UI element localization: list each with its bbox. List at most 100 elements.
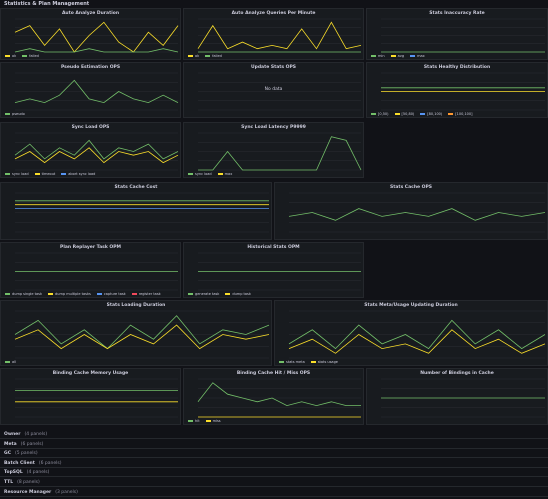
row-count: (8 panels) [17, 480, 40, 485]
legend-swatch [390, 55, 396, 57]
legend-label: sync load [195, 172, 212, 176]
legend-item: hit [188, 419, 200, 423]
legend: sync load max [188, 172, 232, 176]
panel-title: Sync Load OPS [71, 125, 110, 130]
legend-label: stats usage [317, 360, 338, 364]
panel: Pseudo Estimation OPS pseudo [0, 62, 181, 118]
legend-swatch [371, 55, 376, 57]
legend-swatch [205, 55, 211, 57]
legend-swatch [205, 420, 211, 422]
legend-item: dump single task [5, 292, 42, 296]
row-count: (5 panels) [15, 451, 38, 457]
panel-title: Stats Cache OPS [389, 185, 433, 190]
panel: Stats Cache Cost [0, 182, 272, 240]
legend-swatch [225, 293, 231, 295]
legend-item: all [5, 360, 16, 364]
legend-swatch [188, 293, 193, 295]
row-count: (6 panels) [38, 460, 62, 466]
legend-swatch [61, 173, 67, 175]
collapsed-row[interactable]: Owner (4 panels) [0, 430, 548, 439]
collapsed-row[interactable]: TTL (8 panels) [0, 478, 548, 487]
plot [198, 252, 361, 291]
collapsed-row[interactable]: Meta (6 panels) [0, 440, 548, 449]
panel: Number of Bindings in Cache [366, 368, 548, 425]
panel-title: Auto Analyze Queries Per Minute [231, 11, 316, 16]
legend-swatch [131, 293, 137, 295]
panel: Binding Cache Hit / Miss OPS hit miss [183, 368, 364, 425]
legend-item: [0,50) [371, 112, 389, 116]
legend-label: ok [12, 54, 17, 58]
legend-item: miss [205, 419, 221, 423]
legend-label: timeout [41, 172, 56, 176]
section-title[interactable]: Statistics & Plan Management [4, 1, 90, 7]
panel-title: Number of Bindings in Cache [420, 371, 494, 376]
panel: Stats Cache OPS [274, 182, 548, 240]
legend-swatch [22, 55, 28, 57]
row-count: (6 panels) [20, 441, 44, 447]
panel: Sync Load OPS sync load timeout abort sync … [0, 122, 181, 178]
legend-label: register task [138, 292, 161, 296]
legend-item: capture task [96, 292, 126, 296]
legend-item: dump multiple tasks [48, 292, 91, 296]
legend-item: stats usage [310, 360, 338, 364]
legend-item: [100,100] [448, 112, 473, 116]
legend-item: [80,100) [420, 112, 442, 116]
row-count: (3 panels) [55, 489, 78, 495]
legend-label: [0,50) [378, 112, 389, 116]
series-line [14, 147, 179, 164]
legend-swatch [188, 420, 193, 422]
legend-item: pseudo [5, 112, 25, 116]
collapsed-row[interactable]: Resource Manager (3 panels) [0, 488, 548, 497]
legend-label: abort sync load [68, 172, 96, 176]
legend-item: ok [5, 54, 16, 58]
collapsed-row[interactable]: Batch Client (6 panels) [0, 459, 548, 468]
legend-item: abort sync load [61, 172, 95, 176]
row-title: Owner [4, 432, 21, 437]
legend: sync load timeout abort sync load [5, 172, 95, 176]
legend-item: ok [188, 54, 199, 58]
legend: ok failed [5, 54, 39, 58]
panel-title: Stats Loading Duration [106, 303, 166, 308]
row-count: (4 panels) [26, 470, 50, 476]
plot [288, 192, 546, 233]
plot [381, 378, 545, 418]
plot [14, 310, 270, 359]
legend-label: min [378, 54, 385, 58]
series-line [198, 136, 362, 171]
legend-swatch [5, 113, 10, 115]
legend: [0,50) [50,80) [80,100) [100,100] [371, 112, 473, 116]
row-title: Resource Manager [4, 489, 52, 495]
legend-label: dump multiple tasks [55, 292, 91, 296]
series-line [288, 329, 546, 354]
plot [198, 72, 361, 111]
legend: dump single task dump multiple tasks captu… [5, 292, 161, 296]
panel-title: Stats Inaccuracy Rate [429, 11, 485, 16]
legend-swatch [96, 293, 102, 295]
panel-title: Stats Healthy Distribution [423, 65, 491, 70]
row-title: TTL [4, 480, 14, 485]
legend-item: [50,80) [394, 112, 414, 116]
legend-item: max [410, 54, 425, 58]
legend-item: max [217, 172, 232, 176]
panel: Sync Load Latency P9999 sync load max [183, 122, 364, 178]
legend-label: failed [29, 54, 39, 58]
legend-label: capture task [103, 292, 126, 296]
collapsed-row[interactable]: GC (5 panels) [0, 449, 548, 459]
legend-item: stats meta [279, 360, 305, 364]
legend-label: all [12, 360, 17, 364]
legend-swatch [5, 361, 10, 363]
legend-item: sync load [5, 172, 29, 176]
legend-item: timeout [34, 172, 56, 176]
plot [14, 72, 179, 111]
plot [15, 252, 178, 291]
legend-item: generate task [188, 292, 219, 296]
no-data: No data [264, 87, 283, 93]
legend-label: avg [397, 54, 405, 58]
legend-item: failed [205, 54, 222, 58]
legend-swatch [371, 113, 376, 115]
legend-item: avg [390, 54, 405, 58]
collapsed-row[interactable]: TopSQL (4 panels) [0, 468, 548, 478]
panel-title: Update Stats OPS [250, 65, 297, 70]
legend-label: sync load [12, 172, 29, 176]
